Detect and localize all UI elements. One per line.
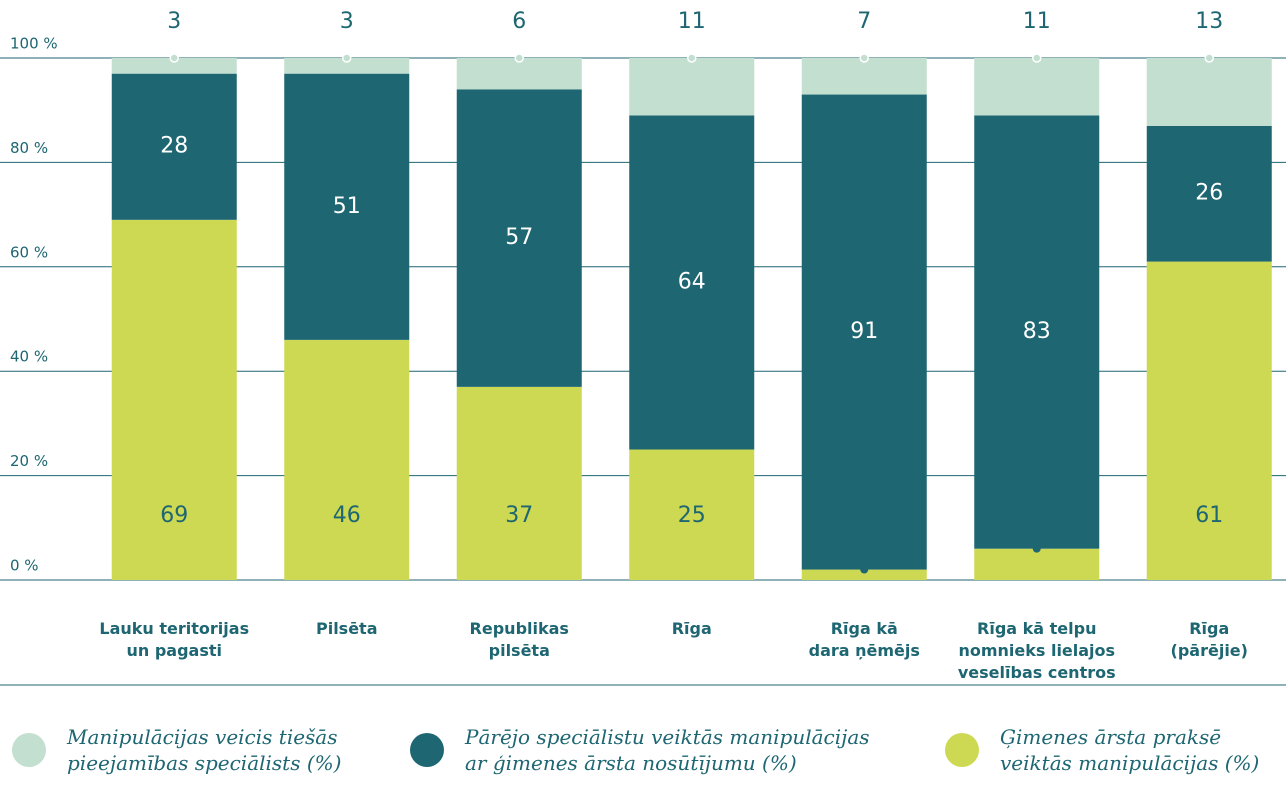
value-label: 25: [678, 503, 706, 528]
bar-segment: [801, 569, 927, 580]
connector-dot: [1204, 53, 1214, 63]
bar-segment: [974, 58, 1100, 116]
x-tick-label: Lauku teritorijas un pagasti: [99, 619, 250, 660]
bar-segment: [284, 58, 410, 74]
x-tick-label: Republikas pilsēta: [469, 619, 569, 660]
x-tick-label: Pilsēta: [315, 619, 378, 638]
legend-label: Manipulācijas veicis tiešās pieejamības …: [67, 725, 342, 775]
value-label: 7: [857, 9, 871, 34]
value-label: 83: [1023, 319, 1051, 344]
bar-segment: [284, 73, 410, 340]
legend-label: Pārējo speciālistu veiktās manipulācijas…: [465, 725, 870, 775]
value-label: 46: [333, 503, 361, 528]
value-label: 3: [167, 9, 181, 34]
connector-dot: [1032, 53, 1042, 63]
y-tick-label: 60 %: [10, 243, 48, 261]
value-label: 69: [160, 503, 188, 528]
x-tick-label: Rīga kā telpu nomnieks lielajos veselība…: [957, 619, 1116, 682]
bar-segment: [629, 449, 755, 580]
value-label: 3: [340, 9, 354, 34]
value-label: 6: [512, 9, 526, 34]
y-tick-label: 40 %: [10, 348, 48, 366]
bar-segment: [456, 89, 582, 387]
legend-swatch: [945, 733, 979, 767]
connector-dot: [687, 53, 697, 63]
value-label: 11: [1023, 9, 1051, 34]
legend-label: Ģimenes ārsta praksē veiktās manipulācij…: [1000, 725, 1260, 775]
bar-segment: [456, 58, 582, 90]
x-tick-label: Rīga kā dara ņēmējs: [808, 619, 920, 660]
bar-segment: [111, 219, 237, 580]
bar-segment: [974, 548, 1100, 580]
legend-swatch: [12, 733, 46, 767]
bar-segment: [801, 58, 927, 95]
bar-segment: [1146, 58, 1272, 126]
bar-segment: [284, 339, 410, 580]
bar-segment: [111, 73, 237, 220]
x-tick-label: Rīga: [671, 619, 712, 638]
bar-segment: [629, 58, 755, 116]
bar-segment: [111, 58, 237, 74]
connector-dot: [169, 53, 179, 63]
value-label: 91: [850, 319, 878, 344]
bar-segment: [1146, 125, 1272, 262]
value-label: 61: [1195, 503, 1223, 528]
value-label: 13: [1195, 9, 1223, 34]
value-label: 26: [1195, 181, 1223, 206]
y-tick-label: 80 %: [10, 139, 48, 157]
value-label: 57: [505, 225, 533, 250]
y-tick-label: 0 %: [10, 557, 39, 575]
value-label: 11: [678, 9, 706, 34]
value-label: 28: [160, 134, 188, 159]
bar-segment: [1146, 261, 1272, 580]
y-tick-label: 100 %: [10, 35, 58, 53]
x-tick-label: Rīga (pārējie): [1170, 619, 1248, 660]
y-tick-label: 20 %: [10, 452, 48, 470]
bar-segment: [801, 94, 927, 570]
value-label: 37: [505, 503, 533, 528]
connector-dot: [859, 53, 869, 63]
bar-segment: [974, 115, 1100, 549]
legend-swatch: [410, 733, 444, 767]
value-label: 64: [678, 269, 706, 294]
bar-segment: [456, 386, 582, 580]
bar-segment: [629, 115, 755, 450]
connector-dot: [342, 53, 352, 63]
value-label: 51: [333, 194, 361, 219]
connector-dot: [514, 53, 524, 63]
